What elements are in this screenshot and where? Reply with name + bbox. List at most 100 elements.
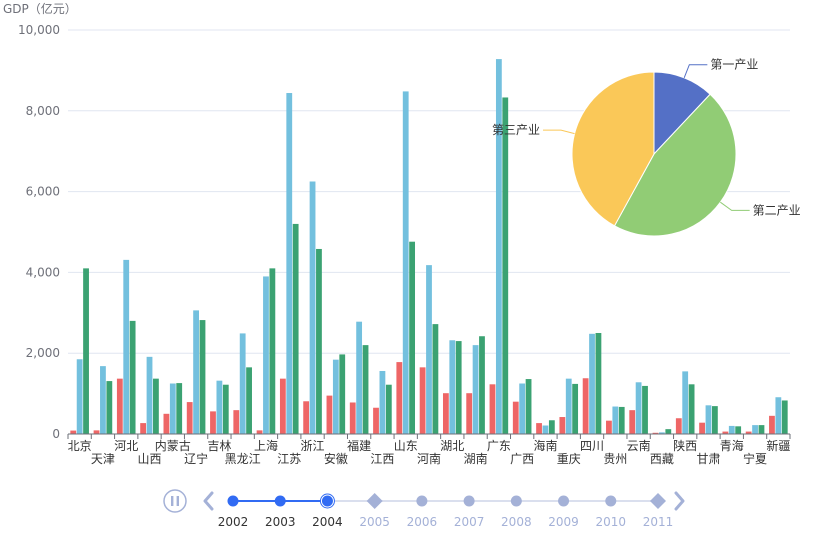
bar bbox=[170, 384, 176, 435]
timeline-year-2004[interactable]: 2004 bbox=[312, 494, 343, 529]
timeline-marker[interactable] bbox=[228, 496, 239, 507]
bar bbox=[396, 362, 402, 434]
timeline-year-2011[interactable]: 2011 bbox=[643, 493, 674, 529]
bar bbox=[373, 408, 379, 434]
x-tick-label: 四川 bbox=[580, 439, 604, 453]
x-tick-label: 浙江 bbox=[301, 439, 325, 453]
bar bbox=[94, 430, 100, 434]
x-tick-label: 山西 bbox=[138, 452, 162, 466]
y-tick-label: 2,000 bbox=[26, 346, 60, 360]
x-tick-label: 福建 bbox=[347, 438, 371, 453]
play-pause-button[interactable] bbox=[164, 490, 186, 512]
bar bbox=[619, 407, 625, 434]
bar bbox=[729, 426, 735, 434]
bar bbox=[496, 59, 502, 434]
bar bbox=[327, 396, 333, 434]
timeline-year-label[interactable]: 2003 bbox=[265, 515, 296, 529]
timeline-year-label[interactable]: 2008 bbox=[501, 515, 532, 529]
x-tick-label: 贵州 bbox=[603, 452, 627, 466]
bar bbox=[502, 97, 508, 434]
timeline-year-label[interactable]: 2002 bbox=[218, 515, 249, 529]
timeline-marker[interactable] bbox=[275, 496, 286, 507]
bar bbox=[216, 381, 222, 434]
bar bbox=[339, 354, 345, 434]
bar bbox=[642, 386, 648, 434]
bar bbox=[712, 406, 718, 434]
bar bbox=[100, 366, 106, 434]
pie-leader-line bbox=[720, 202, 749, 210]
bar bbox=[752, 425, 758, 434]
timeline-year-label[interactable]: 2009 bbox=[548, 515, 579, 529]
bar bbox=[519, 384, 525, 435]
bar bbox=[240, 333, 246, 434]
bar bbox=[164, 414, 170, 434]
bar bbox=[782, 400, 788, 434]
timeline-current-marker[interactable] bbox=[322, 496, 333, 507]
x-tick-label: 陕西 bbox=[673, 438, 697, 453]
pie-label: 第三产业 bbox=[492, 123, 540, 137]
bar bbox=[775, 397, 781, 434]
timeline-year-label[interactable]: 2005 bbox=[359, 515, 390, 529]
x-tick-label: 天津 bbox=[91, 452, 115, 466]
bar bbox=[83, 268, 89, 434]
bar bbox=[123, 260, 129, 434]
timeline-year-label[interactable]: 2006 bbox=[407, 515, 438, 529]
pie-leader-line bbox=[684, 65, 707, 78]
x-tick-label: 青海 bbox=[720, 438, 744, 453]
timeline-marker[interactable] bbox=[416, 496, 427, 507]
bar bbox=[606, 421, 612, 434]
timeline-marker[interactable] bbox=[511, 496, 522, 507]
x-tick-label: 上海 bbox=[254, 438, 278, 453]
pie-label: 第二产业 bbox=[753, 203, 801, 217]
bar bbox=[187, 402, 193, 434]
x-tick-label: 河南 bbox=[417, 451, 441, 466]
play-pause-ring[interactable] bbox=[164, 490, 186, 512]
bar bbox=[526, 379, 532, 434]
timeline-marker[interactable] bbox=[558, 496, 569, 507]
timeline-years: 2002 2003 2004 2005 2006 2007 2008 2009 2010 2011 bbox=[218, 493, 674, 529]
x-tick-label: 山东 bbox=[394, 439, 418, 453]
timeline-year-label[interactable]: 2004 bbox=[312, 515, 343, 529]
bar bbox=[706, 405, 712, 434]
timeline-year-label[interactable]: 2011 bbox=[643, 515, 674, 529]
bar bbox=[536, 423, 542, 434]
bar bbox=[466, 393, 472, 434]
bar bbox=[566, 379, 572, 434]
timeline-year-label[interactable]: 2007 bbox=[454, 515, 485, 529]
x-tick-label: 江苏 bbox=[277, 452, 301, 466]
next-chevron-icon[interactable] bbox=[676, 493, 683, 509]
bar bbox=[176, 383, 182, 434]
y-tick-label: 4,000 bbox=[26, 265, 60, 279]
timeline-marker[interactable] bbox=[605, 496, 616, 507]
bar bbox=[549, 420, 555, 434]
bar bbox=[479, 336, 485, 434]
timeline-marker[interactable] bbox=[464, 496, 475, 507]
x-tick-labels: 北京天津河北山西内蒙古辽宁吉林黑龙江上海江苏浙江安徽福建江西山东河南湖北湖南广东… bbox=[68, 438, 791, 466]
bar bbox=[490, 384, 496, 434]
bar bbox=[572, 384, 578, 434]
bar bbox=[543, 426, 549, 434]
bar bbox=[612, 407, 618, 434]
prev-chevron-icon[interactable] bbox=[205, 493, 212, 509]
x-tick-label: 云南 bbox=[627, 438, 651, 453]
timeline: 2002 2003 2004 2005 2006 2007 2008 2009 2010 2011 bbox=[164, 490, 683, 529]
bar bbox=[257, 430, 263, 434]
timeline-year-2005[interactable]: 2005 bbox=[359, 493, 390, 529]
bar bbox=[403, 91, 409, 434]
timeline-diamond-marker[interactable] bbox=[367, 493, 383, 509]
timeline-year-label[interactable]: 2010 bbox=[596, 515, 627, 529]
bar bbox=[636, 382, 642, 434]
x-tick-label: 内蒙古 bbox=[155, 438, 191, 453]
bar bbox=[689, 384, 695, 434]
bar bbox=[513, 402, 519, 434]
bar bbox=[280, 379, 286, 434]
timeline-diamond-marker[interactable] bbox=[650, 493, 666, 509]
bar bbox=[433, 324, 439, 434]
x-tick-label: 海南 bbox=[533, 438, 557, 453]
x-tick-label: 西藏 bbox=[650, 452, 674, 466]
bar bbox=[303, 401, 309, 434]
bar bbox=[589, 334, 595, 434]
bar bbox=[210, 411, 216, 434]
bar bbox=[223, 385, 229, 434]
